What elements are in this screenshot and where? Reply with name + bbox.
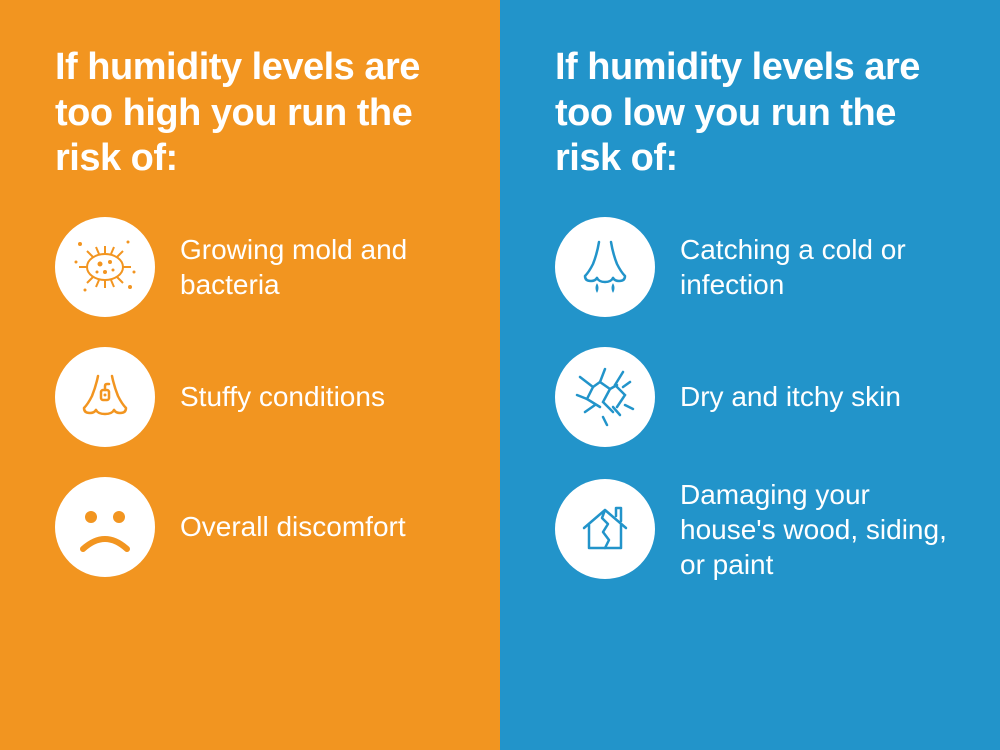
label-discomfort: Overall discomfort [180, 509, 406, 544]
label-house-damage: Damaging your house's wood, siding, or p… [680, 477, 950, 582]
item-mold: Growing mold and bacteria [55, 217, 450, 317]
infographic-container: If humidity levels are too high you run … [0, 0, 1000, 750]
label-cold: Catching a cold or infection [680, 232, 950, 302]
item-stuffy: Stuffy conditions [55, 347, 450, 447]
cracks-icon [555, 347, 655, 447]
item-dry-skin: Dry and itchy skin [555, 347, 950, 447]
heading-low-humidity: If humidity levels are too low you run t… [555, 45, 950, 182]
house-crack-icon [555, 479, 655, 579]
item-house-damage: Damaging your house's wood, siding, or p… [555, 477, 950, 582]
bacteria-icon [55, 217, 155, 317]
heading-high-humidity: If humidity levels are too high you run … [55, 45, 450, 182]
panel-low-humidity: If humidity levels are too low you run t… [500, 0, 1000, 750]
item-cold: Catching a cold or infection [555, 217, 950, 317]
stuffy-icon [55, 347, 155, 447]
nose-icon [555, 217, 655, 317]
sad-face-icon [55, 477, 155, 577]
label-mold: Growing mold and bacteria [180, 232, 450, 302]
item-discomfort: Overall discomfort [55, 477, 450, 577]
label-stuffy: Stuffy conditions [180, 379, 385, 414]
panel-high-humidity: If humidity levels are too high you run … [0, 0, 500, 750]
label-dry-skin: Dry and itchy skin [680, 379, 901, 414]
